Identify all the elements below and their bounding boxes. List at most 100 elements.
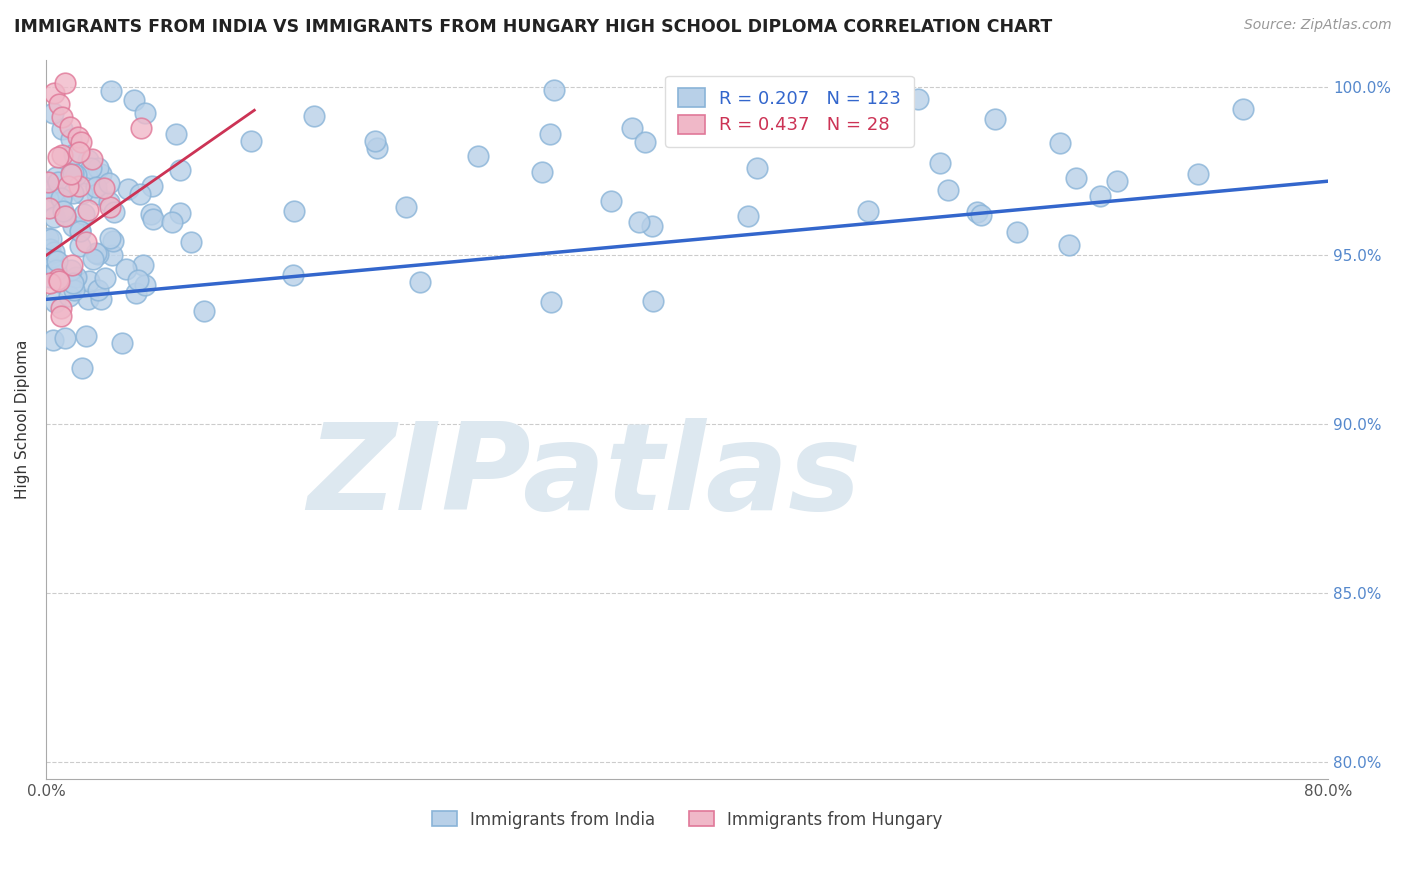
Point bbox=[67, 179, 90, 194]
Point bbox=[48, 96, 70, 111]
Point bbox=[86, 186, 108, 201]
Point bbox=[76, 169, 98, 183]
Point bbox=[134, 106, 156, 120]
Text: Source: ZipAtlas.com: Source: ZipAtlas.com bbox=[1244, 18, 1392, 32]
Point bbox=[62, 283, 84, 297]
Point bbox=[37, 180, 59, 194]
Point bbox=[63, 146, 86, 161]
Point bbox=[49, 190, 72, 204]
Point bbox=[103, 205, 125, 219]
Point bbox=[1187, 167, 1209, 181]
Point bbox=[82, 252, 104, 267]
Point bbox=[101, 248, 124, 262]
Point bbox=[1232, 102, 1254, 116]
Point bbox=[46, 150, 69, 164]
Point bbox=[60, 263, 83, 277]
Point bbox=[129, 121, 152, 136]
Point bbox=[37, 231, 59, 245]
Point bbox=[538, 127, 561, 141]
Point bbox=[66, 130, 89, 145]
Point bbox=[93, 271, 115, 285]
Point bbox=[928, 156, 950, 170]
Point bbox=[39, 276, 62, 290]
Point bbox=[51, 122, 73, 136]
Point bbox=[45, 262, 67, 277]
Point bbox=[936, 183, 959, 197]
Point bbox=[42, 105, 65, 120]
Point bbox=[80, 152, 103, 166]
Point bbox=[60, 258, 83, 272]
Point bbox=[62, 277, 84, 291]
Legend: Immigrants from India, Immigrants from Hungary: Immigrants from India, Immigrants from H… bbox=[425, 804, 949, 835]
Point bbox=[77, 153, 100, 167]
Point bbox=[51, 147, 73, 161]
Point bbox=[115, 261, 138, 276]
Point bbox=[856, 203, 879, 218]
Point bbox=[75, 328, 97, 343]
Point bbox=[62, 219, 84, 234]
Point bbox=[747, 161, 769, 176]
Point bbox=[59, 132, 82, 146]
Point bbox=[52, 204, 75, 219]
Point bbox=[51, 110, 73, 124]
Point bbox=[46, 175, 69, 189]
Y-axis label: High School Diploma: High School Diploma bbox=[15, 340, 30, 499]
Point bbox=[37, 175, 59, 189]
Point bbox=[69, 239, 91, 253]
Point bbox=[56, 178, 79, 193]
Point bbox=[1088, 188, 1111, 202]
Point bbox=[1064, 171, 1087, 186]
Point bbox=[970, 208, 993, 222]
Point bbox=[132, 258, 155, 272]
Point bbox=[49, 310, 72, 324]
Point bbox=[641, 293, 664, 308]
Point bbox=[621, 120, 644, 135]
Point bbox=[100, 231, 122, 245]
Point bbox=[42, 333, 65, 347]
Point bbox=[127, 273, 149, 287]
Point bbox=[122, 93, 145, 107]
Point bbox=[193, 304, 215, 318]
Point bbox=[87, 246, 110, 260]
Point bbox=[72, 207, 94, 221]
Point bbox=[467, 148, 489, 162]
Point bbox=[65, 270, 87, 285]
Point bbox=[1057, 238, 1080, 252]
Point bbox=[984, 112, 1007, 126]
Point bbox=[634, 136, 657, 150]
Point bbox=[1049, 136, 1071, 150]
Point bbox=[65, 168, 87, 182]
Point bbox=[93, 181, 115, 195]
Point bbox=[67, 145, 90, 160]
Point bbox=[75, 235, 97, 250]
Point bbox=[281, 268, 304, 282]
Point bbox=[240, 135, 263, 149]
Point bbox=[98, 176, 121, 190]
Point bbox=[48, 274, 70, 288]
Point bbox=[45, 169, 67, 184]
Point bbox=[160, 215, 183, 229]
Point bbox=[141, 207, 163, 221]
Point bbox=[87, 161, 110, 175]
Point bbox=[38, 201, 60, 215]
Point bbox=[395, 200, 418, 214]
Point bbox=[42, 87, 65, 101]
Text: ZIPatlas: ZIPatlas bbox=[308, 418, 862, 535]
Point bbox=[37, 193, 59, 207]
Point bbox=[60, 168, 83, 182]
Point bbox=[39, 242, 62, 256]
Point bbox=[42, 210, 65, 224]
Point bbox=[165, 127, 187, 141]
Point bbox=[169, 163, 191, 178]
Point bbox=[46, 272, 69, 286]
Point bbox=[98, 200, 121, 214]
Point bbox=[62, 186, 84, 200]
Point bbox=[97, 195, 120, 210]
Point bbox=[46, 253, 69, 268]
Point bbox=[37, 248, 59, 262]
Point bbox=[59, 120, 82, 135]
Point bbox=[100, 84, 122, 98]
Point bbox=[366, 141, 388, 155]
Point bbox=[44, 294, 66, 309]
Point bbox=[77, 292, 100, 306]
